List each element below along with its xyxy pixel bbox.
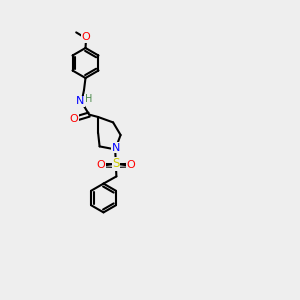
Text: O: O: [96, 160, 105, 170]
Text: S: S: [112, 157, 119, 170]
Text: O: O: [82, 32, 91, 43]
Text: H: H: [85, 94, 92, 104]
Text: O: O: [70, 114, 79, 124]
Text: N: N: [112, 143, 120, 153]
Text: N: N: [76, 96, 84, 106]
Text: O: O: [126, 160, 135, 170]
